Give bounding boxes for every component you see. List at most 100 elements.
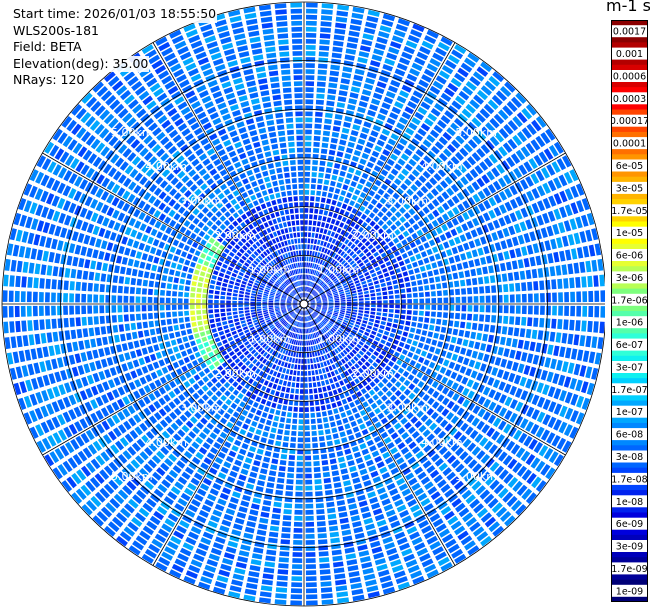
range-gate — [20, 305, 26, 317]
range-gate — [509, 399, 518, 410]
range-gate — [138, 242, 145, 251]
range-gate — [182, 336, 189, 343]
range-gate — [134, 426, 143, 436]
range-gate — [324, 204, 330, 210]
range-gate — [349, 465, 357, 473]
range-gate — [442, 282, 448, 289]
range-gate — [108, 521, 120, 533]
range-gate — [382, 308, 388, 313]
range-gate — [406, 293, 412, 298]
range-gate — [450, 264, 457, 272]
range-gate — [318, 166, 325, 172]
range-gate — [220, 446, 229, 454]
range-gate — [40, 190, 49, 203]
range-gate — [199, 271, 206, 277]
range-gate — [400, 417, 408, 425]
range-gate — [317, 424, 323, 430]
range-gate — [305, 467, 312, 473]
range-gate — [208, 314, 214, 319]
range-gate — [136, 438, 146, 448]
range-gate — [443, 450, 452, 460]
range-gate — [346, 383, 352, 390]
range-gate — [381, 377, 389, 385]
range-gate — [384, 178, 392, 186]
range-gate — [390, 153, 398, 161]
range-gate — [371, 184, 379, 192]
range-gate — [479, 437, 489, 447]
range-gate — [436, 195, 445, 204]
range-gate — [406, 73, 418, 82]
range-gate — [331, 327, 337, 332]
range-gate — [225, 546, 237, 554]
range-gate — [515, 282, 521, 292]
range-gate — [308, 294, 312, 299]
range-gate — [545, 279, 551, 290]
range-gate — [339, 380, 345, 386]
range-gate — [86, 223, 95, 234]
range-gate — [396, 187, 404, 196]
range-gate — [337, 329, 343, 334]
range-gate — [267, 414, 274, 420]
range-gate — [268, 304, 274, 306]
range-gate — [334, 309, 339, 312]
range-gate — [427, 449, 436, 458]
range-gate — [220, 295, 226, 300]
range-gate — [575, 277, 581, 288]
range-gate — [575, 216, 583, 229]
range-gate — [329, 337, 334, 343]
range-gate — [126, 480, 137, 491]
range-gate — [564, 305, 569, 316]
range-gate — [415, 164, 424, 173]
range-gate — [481, 374, 489, 384]
range-gate — [335, 340, 340, 346]
range-gate — [469, 498, 480, 509]
range-gate — [321, 320, 326, 325]
range-gate — [262, 343, 267, 349]
range-gate — [387, 265, 394, 271]
range-gate — [396, 477, 406, 486]
range-gate — [207, 268, 213, 274]
range-gate — [513, 223, 522, 234]
range-gate — [459, 451, 469, 461]
range-gate — [135, 535, 148, 546]
range-gate — [345, 553, 357, 560]
range-gate — [421, 272, 428, 278]
range-gate — [387, 138, 397, 146]
range-gate — [121, 236, 128, 245]
range-gate — [334, 414, 341, 420]
range-gate — [333, 334, 338, 340]
range-gate — [340, 229, 346, 236]
range-gate — [296, 376, 300, 382]
range-gate — [460, 279, 466, 287]
range-gate — [508, 171, 517, 182]
range-gate — [270, 291, 275, 295]
range-gate — [385, 201, 392, 209]
range-gate — [429, 58, 441, 67]
range-gate — [383, 304, 388, 308]
range-gate — [328, 322, 333, 327]
range-gate — [264, 327, 269, 332]
range-gate — [182, 514, 193, 524]
range-gate — [426, 535, 438, 545]
range-gate — [280, 301, 286, 303]
range-gate — [184, 342, 191, 349]
range-gate — [399, 90, 410, 99]
range-gate — [400, 288, 406, 294]
range-gate — [311, 232, 315, 238]
range-gate — [594, 290, 600, 302]
range-gate — [450, 371, 458, 380]
range-gate — [587, 320, 593, 333]
range-gate — [503, 294, 509, 303]
range-gate — [360, 265, 366, 270]
range-gate — [168, 453, 177, 463]
range-gate — [194, 351, 201, 358]
range-gate — [170, 535, 182, 545]
range-gate — [76, 329, 83, 339]
range-gate — [218, 330, 225, 336]
range-gate — [417, 390, 425, 398]
range-gate — [225, 455, 234, 463]
range-gate — [404, 357, 411, 364]
range-gate — [21, 276, 27, 288]
range-gate — [183, 380, 191, 388]
range-gate — [482, 266, 488, 275]
